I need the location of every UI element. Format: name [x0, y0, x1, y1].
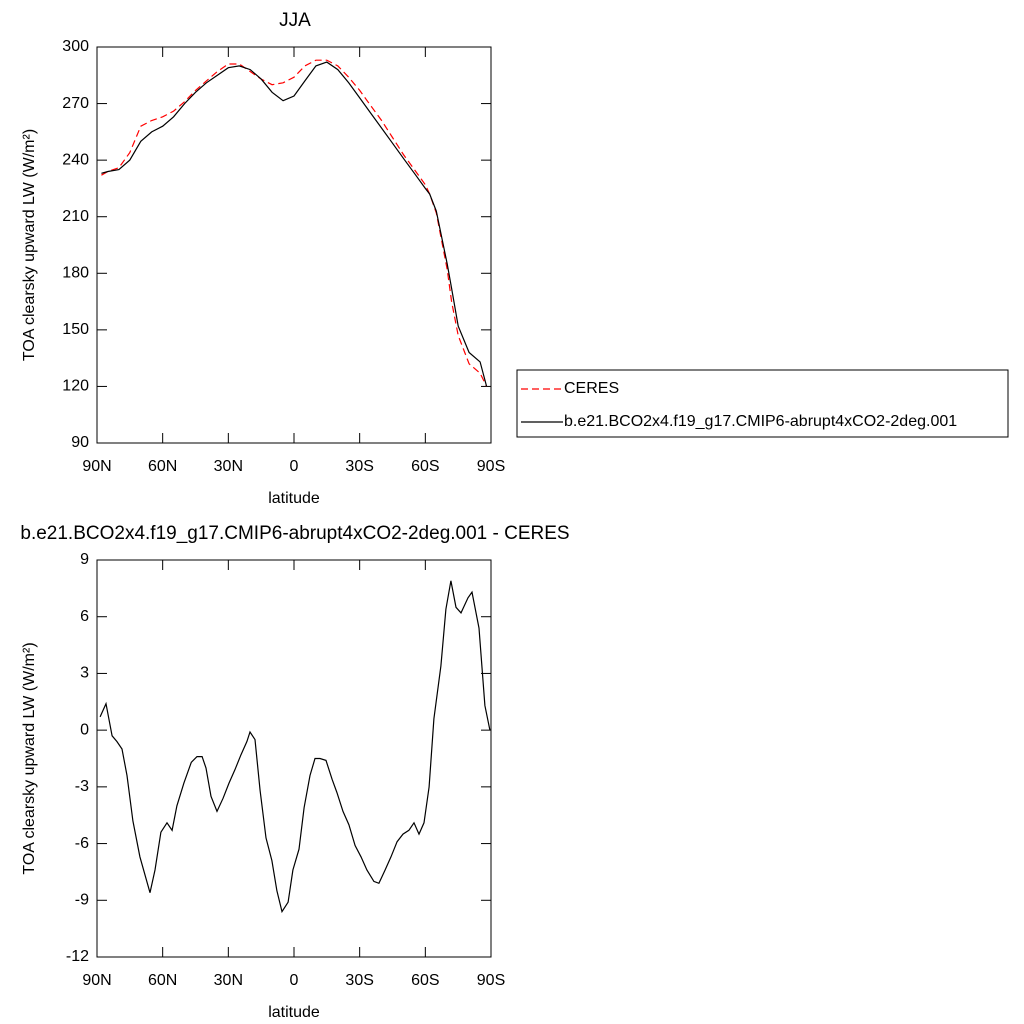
x-tick-label: 0 [290, 458, 299, 475]
x-tick-label: 60S [411, 458, 439, 475]
x-tick-label: 90S [477, 458, 505, 475]
x-tick-label: 90N [82, 972, 111, 989]
y-tick-label: 300 [62, 38, 89, 55]
y-tick-label: 270 [62, 95, 89, 112]
y-tick-label: -12 [66, 948, 89, 965]
legend-label: b.e21.BCO2x4.f19_g17.CMIP6-abrupt4xCO2-2… [564, 413, 957, 430]
plot-frame [96, 559, 492, 958]
y-axis-label: TOA clearsky upward LW (W/m²) [21, 642, 38, 874]
y-tick-label: 210 [62, 208, 89, 225]
y-tick-label: 90 [71, 434, 89, 451]
legend-box [516, 369, 1009, 438]
y-tick-label: -3 [75, 778, 89, 795]
data-line [99, 580, 491, 914]
x-tick-label: 90N [82, 458, 111, 475]
data-line [101, 59, 488, 387]
x-tick-label: 60N [148, 458, 177, 475]
x-tick-label: 30S [345, 458, 373, 475]
chart-title: b.e21.BCO2x4.f19_g17.CMIP6-abrupt4xCO2-2… [20, 523, 569, 544]
chart-title: JJA [279, 10, 311, 31]
y-tick-label: 3 [80, 665, 89, 682]
x-tick-label: 30N [214, 458, 243, 475]
plot-frame [96, 46, 492, 444]
y-tick-label: 240 [62, 151, 89, 168]
y-tick-label: 0 [80, 721, 89, 738]
x-tick-label: 60S [411, 972, 439, 989]
x-tick-label: 30S [345, 972, 373, 989]
y-tick-label: -6 [75, 835, 89, 852]
y-tick-label: 6 [80, 608, 89, 625]
legend-label: CERES [564, 380, 619, 397]
x-axis-label: latitude [268, 1004, 320, 1021]
y-tick-label: 9 [80, 551, 89, 568]
x-axis-label: latitude [268, 490, 320, 507]
y-tick-label: 180 [62, 265, 89, 282]
x-tick-label: 30N [214, 972, 243, 989]
x-tick-label: 60N [148, 972, 177, 989]
y-tick-label: 150 [62, 321, 89, 338]
y-axis-label: TOA clearsky upward LW (W/m²) [21, 129, 38, 361]
y-tick-label: 120 [62, 378, 89, 395]
y-tick-label: -9 [75, 892, 89, 909]
data-line [101, 61, 488, 387]
x-tick-label: 0 [290, 972, 299, 989]
x-tick-label: 90S [477, 972, 505, 989]
